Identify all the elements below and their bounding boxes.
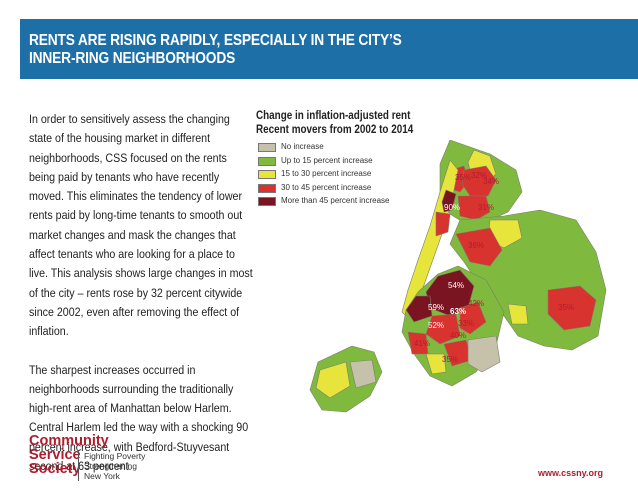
paragraph-methodology: In order to sensitively assess the chang…: [29, 112, 253, 339]
legend-item-15-to-30: 15 to 30 percent increase: [258, 169, 458, 180]
title-banner: RENTS ARE RISING RAPIDLY, ESPECIALLY IN …: [20, 19, 638, 79]
map-label: 31%: [478, 203, 494, 212]
map-label: 54%: [448, 281, 464, 290]
legend-swatch: [258, 156, 276, 166]
legend-label: More than 45 percent increase: [281, 196, 390, 205]
map-area-bronx-red-2: [461, 165, 497, 197]
legend-swatch: [258, 170, 276, 179]
website-url: www.cssny.org: [538, 468, 604, 478]
map-label: 90%: [444, 203, 460, 212]
legend-label: No increase: [281, 142, 324, 151]
legend-swatch: [258, 197, 276, 206]
map-labels: 35% 32% 34% 90% 31% 36% 54% 59% 42% 63% …: [414, 171, 574, 364]
map-label: 33%: [458, 319, 474, 328]
logo-tagline: New York: [84, 471, 120, 481]
logo-divider: [78, 451, 79, 481]
map-area-brooklyn-red-2: [459, 301, 487, 335]
map-label: 32%: [471, 171, 487, 180]
map-label: 63%: [450, 307, 466, 316]
logo-tagline: Fighting Poverty: [84, 451, 146, 461]
legend-item-30-to-45: 30 to 45 percent increase: [258, 182, 458, 194]
map-area-brooklyn-dark-2: [405, 295, 433, 323]
body-text: In order to sensitively assess the chang…: [29, 110, 254, 495]
map-label: 35%: [558, 303, 574, 312]
map-label: 35%: [455, 173, 471, 182]
map-label: 41%: [414, 339, 430, 348]
map-title-line-2: Recent movers from 2002 to 2014: [256, 124, 414, 136]
map-label: 34%: [483, 177, 499, 186]
map-area-astoria: [455, 227, 503, 267]
map-area-brooklyn-red-1: [425, 313, 461, 345]
logo-word: Community: [29, 433, 109, 449]
map-label: 59%: [428, 303, 444, 312]
map-title-line-1: Change in inflation-adjusted rent: [256, 110, 411, 122]
map-area-bed-stuy: [425, 269, 475, 317]
map-label: 36%: [468, 241, 484, 250]
map-area-brooklyn-yellow: [425, 353, 447, 375]
legend-label: 15 to 30 percent increase: [281, 169, 372, 178]
legend-swatch: [258, 143, 276, 152]
legend-item-up-to-15: Up to 15 percent increase: [258, 155, 458, 167]
logo-word: Society: [29, 461, 81, 477]
map-area-central-harlem: [441, 189, 457, 213]
legend-label: 30 to 45 percent increase: [281, 182, 372, 192]
legend-item-no-increase: No increase: [258, 142, 458, 153]
logo-word: Service: [29, 447, 81, 463]
map-label: 42%: [468, 299, 484, 308]
page-title: RENTS ARE RISING RAPIDLY, ESPECIALLY IN …: [29, 32, 536, 68]
map-area-staten-island-yellow: [315, 361, 351, 399]
paragraph-findings: The sharpest increases occurred in neigh…: [29, 362, 249, 474]
legend-label: Up to 15 percent increase: [281, 155, 373, 165]
map-title: Change in inflation-adjusted rent Recent…: [256, 109, 480, 137]
map-label: 52%: [428, 321, 444, 330]
page-title-line-1: RENTS ARE RISING RAPIDLY, ESPECIALLY IN …: [29, 32, 402, 49]
map-area-eastern-queens: [547, 285, 597, 331]
map-area-staten-island-gray: [349, 359, 377, 389]
map-label: 35%: [442, 355, 458, 364]
page-title-line-2: INNER-RING NEIGHBORHOODS: [29, 50, 236, 67]
nyc-rent-map: 35% 32% 34% 90% 31% 36% 54% 59% 42% 63% …: [309, 140, 607, 413]
legend-item-over-45: More than 45 percent increase: [258, 196, 458, 207]
map-label: 40%: [450, 331, 466, 340]
map-area-bronx-red-3: [457, 195, 491, 221]
map-area-queens-yellow-2: [507, 303, 529, 325]
map-area-brooklyn-gray: [467, 335, 501, 373]
map-area-manhattan-red: [435, 211, 451, 237]
logo-tagline: Strengthening: [84, 461, 137, 471]
legend-swatch: [258, 183, 276, 193]
